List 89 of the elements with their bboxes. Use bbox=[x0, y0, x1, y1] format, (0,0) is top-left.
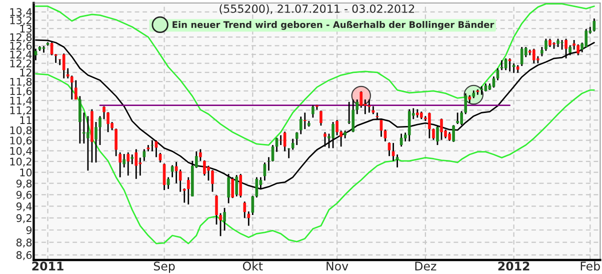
y-tick-label: 9,2 bbox=[16, 214, 32, 224]
chart-title: (555200), 21.07.2011 - 03.02.2012 bbox=[220, 4, 414, 14]
y-tick-label: 10,6 bbox=[10, 136, 32, 146]
candlestick bbox=[207, 165, 210, 182]
candlestick bbox=[496, 68, 500, 81]
y-tick-label: 12,2 bbox=[10, 60, 32, 69]
candlestick bbox=[352, 98, 355, 133]
candlestick bbox=[158, 152, 162, 164]
legend-label: Ein neuer Trend wird geboren - Außerhalb der Bollinger Bänder bbox=[172, 20, 494, 30]
candlestick bbox=[102, 106, 106, 120]
y-tick-label: 12,8 bbox=[10, 33, 32, 42]
candlestick bbox=[432, 128, 435, 141]
candlestick bbox=[440, 118, 443, 141]
candlestick bbox=[70, 74, 74, 100]
candlestick bbox=[215, 194, 218, 226]
candlestick bbox=[388, 142, 391, 157]
line-series bbox=[35, 73, 595, 244]
candlestick bbox=[384, 128, 387, 142]
y-tick-label: 9,4 bbox=[16, 202, 32, 212]
candlestick bbox=[560, 39, 564, 50]
y-tick-label: 11,6 bbox=[10, 87, 32, 96]
candlestick bbox=[456, 112, 459, 125]
y-tick-label: 12,6 bbox=[10, 42, 32, 51]
candlestick bbox=[396, 154, 399, 168]
x-tick-label: Dez bbox=[415, 262, 436, 271]
candlestick bbox=[186, 176, 190, 206]
y-tick-label: 12 bbox=[20, 68, 32, 76]
candlestick bbox=[271, 144, 274, 162]
x-tick-label: Feb bbox=[580, 261, 600, 271]
candlestick bbox=[324, 131, 326, 148]
candlestick bbox=[243, 200, 246, 219]
y-tick-label: 10 bbox=[20, 168, 32, 176]
candlestick bbox=[58, 58, 62, 66]
candlestick bbox=[500, 60, 504, 71]
candlestick bbox=[94, 121, 98, 164]
y-tick-label: 9,8 bbox=[16, 180, 32, 189]
y-tick-label: 9,6 bbox=[16, 190, 32, 200]
candlestick bbox=[376, 112, 379, 121]
candlestick bbox=[512, 62, 516, 74]
candlestick bbox=[568, 44, 572, 56]
candlestick bbox=[428, 112, 431, 139]
candlestick bbox=[312, 104, 314, 118]
x-tick-label: Nov bbox=[326, 262, 348, 271]
y-tick-label: 9 bbox=[26, 226, 32, 234]
candlestick bbox=[199, 148, 202, 162]
x-tick-label: 2011 bbox=[32, 262, 64, 271]
y-tick-label: 11,2 bbox=[10, 106, 32, 116]
candlestick bbox=[203, 160, 206, 176]
y-tick-label: 11,4 bbox=[10, 96, 32, 106]
candlestick bbox=[54, 53, 58, 64]
candlestick bbox=[320, 110, 322, 126]
candlestick bbox=[544, 38, 548, 52]
candlestick bbox=[532, 48, 536, 64]
candlestick bbox=[368, 98, 371, 114]
y-tick-label: 13,2 bbox=[10, 16, 32, 26]
y-tick-label: 10,2 bbox=[10, 158, 32, 167]
candlestick bbox=[436, 124, 439, 146]
line-series bbox=[35, 3, 595, 146]
candlestick bbox=[336, 119, 338, 136]
y-tick-label: 11,8 bbox=[10, 78, 32, 87]
y-tick-label: 8,8 bbox=[16, 238, 32, 248]
x-tick-label: Sep bbox=[154, 262, 175, 273]
candlestick bbox=[62, 52, 66, 80]
y-tick-label: 11 bbox=[20, 116, 32, 124]
candlestick bbox=[130, 154, 134, 165]
y-tick-label: 8,6 bbox=[16, 251, 32, 260]
y-tick-label: 13,4 bbox=[10, 8, 32, 18]
candlestick bbox=[86, 115, 90, 172]
candlestick bbox=[178, 168, 182, 192]
candlestick bbox=[50, 42, 54, 56]
candlestick bbox=[78, 95, 82, 144]
y-tick-label: 13 bbox=[20, 24, 32, 33]
y-tick-label: 10,8 bbox=[10, 126, 32, 136]
candlestick bbox=[520, 46, 524, 67]
candlestick bbox=[223, 207, 226, 232]
y-tick-label: 10,4 bbox=[10, 147, 32, 156]
candlestick bbox=[106, 111, 110, 133]
candlestick bbox=[303, 112, 306, 130]
candlestick bbox=[576, 44, 580, 56]
candlestick bbox=[332, 121, 334, 149]
y-tick-label: 12,4 bbox=[10, 50, 32, 60]
candlestick bbox=[540, 46, 544, 57]
x-tick-label: 2012 bbox=[498, 262, 530, 271]
x-tick-label: Okt bbox=[242, 261, 263, 271]
candlestick bbox=[126, 152, 130, 176]
candlestick bbox=[219, 212, 222, 237]
candlestick bbox=[98, 115, 102, 146]
candlestick bbox=[299, 116, 302, 135]
candlestick bbox=[452, 124, 455, 143]
